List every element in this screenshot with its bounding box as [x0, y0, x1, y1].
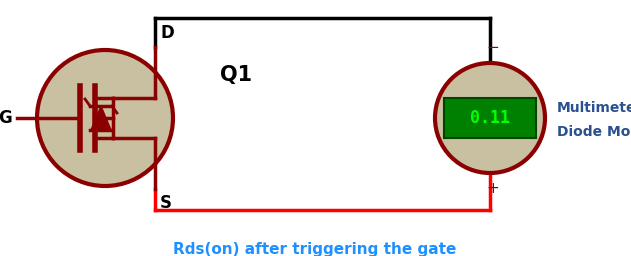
Text: D: D: [160, 24, 174, 42]
Text: Multimeter: Multimeter: [557, 101, 631, 115]
Text: Diode Mode: Diode Mode: [557, 125, 631, 139]
FancyBboxPatch shape: [444, 98, 536, 138]
Text: S: S: [160, 194, 172, 212]
Text: 0.11: 0.11: [470, 109, 510, 127]
Text: Q1: Q1: [220, 65, 252, 85]
Circle shape: [37, 50, 173, 186]
Text: +: +: [487, 181, 499, 196]
Text: G: G: [0, 109, 12, 127]
Text: −: −: [487, 40, 499, 55]
Text: Rds(on) after triggering the gate: Rds(on) after triggering the gate: [174, 242, 457, 256]
Polygon shape: [91, 106, 111, 130]
Circle shape: [435, 63, 545, 173]
